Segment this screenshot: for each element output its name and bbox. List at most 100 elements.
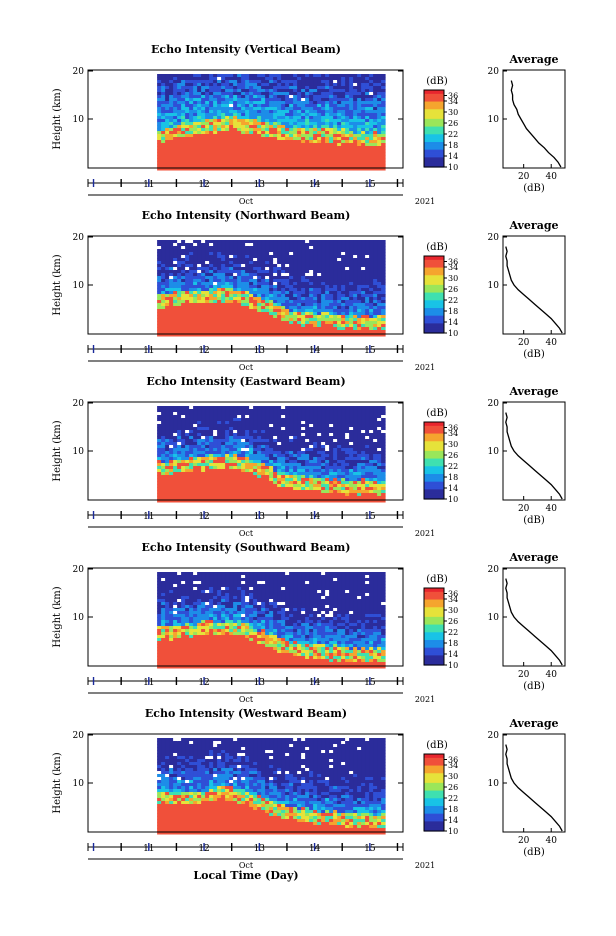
heatmap-cell — [193, 98, 198, 102]
heatmap-cell — [329, 119, 334, 123]
heatmap-cell — [225, 294, 230, 298]
heatmap-cell — [361, 155, 366, 159]
heatmap-cell — [277, 152, 282, 156]
heatmap-cell — [177, 86, 182, 90]
heatmap-cell — [377, 149, 382, 153]
heatmap-cell — [373, 140, 378, 144]
heatmap-cell — [289, 330, 294, 334]
heatmap-cell — [221, 330, 226, 334]
heatmap-cell — [165, 107, 170, 111]
heatmap-cell — [213, 152, 218, 156]
heatmap-cell — [361, 98, 366, 102]
heatmap-cell — [381, 152, 386, 156]
heatmap-cell — [305, 270, 310, 274]
heatmap-cell — [221, 475, 226, 479]
heatmap-cell — [301, 276, 306, 280]
heatmap-cell — [261, 74, 266, 78]
heatmap-cell — [209, 460, 214, 464]
heatmap-cell — [325, 297, 330, 301]
heatmap-cell — [209, 309, 214, 313]
heatmap-cell — [329, 122, 334, 126]
heatmap-cell — [233, 119, 238, 123]
heatmap-cell — [281, 140, 286, 144]
heatmap-cell — [221, 267, 226, 271]
heatmap-cell — [197, 463, 202, 467]
heatmap-cell — [329, 273, 334, 277]
heatmap-cell — [229, 442, 234, 446]
heatmap-cell — [165, 451, 170, 455]
heatmap-cell — [225, 309, 230, 313]
heatmap-cell — [209, 306, 214, 310]
heatmap-cell — [169, 300, 174, 304]
heatmap-cell — [177, 412, 182, 416]
heatmap-cell — [257, 161, 262, 165]
heatmap-cell — [381, 74, 386, 78]
heatmap-cell — [157, 155, 162, 159]
heatmap-cell — [325, 116, 330, 120]
heatmap-cell — [173, 481, 178, 485]
heatmap-cell — [377, 122, 382, 126]
heatmap-cell — [245, 264, 250, 268]
heatmap-cell — [225, 409, 230, 413]
heatmap-cell — [281, 442, 286, 446]
heatmap-cell — [273, 282, 278, 286]
heatmap-cell — [281, 415, 286, 419]
heatmap-cell — [365, 312, 370, 316]
heatmap-cell — [205, 427, 210, 431]
heatmap-cell — [209, 113, 214, 117]
heatmap-cell — [361, 107, 366, 111]
heatmap-cell — [241, 418, 246, 422]
heatmap-cell — [161, 472, 166, 476]
heatmap-cell — [249, 487, 254, 491]
heatmap-cell — [173, 457, 178, 461]
heatmap-cell — [177, 267, 182, 271]
heatmap-cell — [381, 77, 386, 81]
heatmap-cell — [317, 246, 322, 250]
heatmap-cell — [165, 303, 170, 307]
heatmap-cell — [209, 86, 214, 90]
heatmap-cell — [365, 321, 370, 325]
heatmap-cell — [161, 86, 166, 90]
heatmap-cell — [277, 252, 282, 256]
heatmap-cell — [261, 264, 266, 268]
heatmap-cell — [349, 276, 354, 280]
heatmap-cell — [233, 472, 238, 476]
heatmap-cell — [281, 315, 286, 319]
heatmap-cell — [217, 134, 222, 138]
heatmap-cell — [381, 80, 386, 84]
heatmap-cell — [345, 137, 350, 141]
heatmap-cell — [329, 158, 334, 162]
heatmap-cell — [205, 89, 210, 93]
heatmap-cell — [193, 291, 198, 295]
heatmap-cell — [245, 158, 250, 162]
heatmap-cell — [253, 164, 258, 168]
heatmap-cell — [161, 436, 166, 440]
heatmap-cell — [365, 77, 370, 81]
heatmap-cell — [297, 140, 302, 144]
heatmap-cell — [277, 279, 282, 283]
heatmap-cell — [173, 433, 178, 437]
heatmap-cell — [237, 442, 242, 446]
heatmap-cell — [173, 246, 178, 250]
heatmap-cell — [317, 164, 322, 168]
heatmap-cell — [157, 445, 162, 449]
y-tick-label: 10 — [73, 115, 85, 125]
heatmap-cell — [281, 243, 286, 247]
heatmap-cell — [217, 421, 222, 425]
heatmap-cell — [373, 270, 378, 274]
heatmap-cell — [229, 424, 234, 428]
heatmap-cell — [277, 276, 282, 280]
heatmap-cell — [337, 312, 342, 316]
heatmap-cell — [165, 146, 170, 150]
heatmap-cell — [201, 466, 206, 470]
heatmap-cell — [269, 309, 274, 313]
heatmap-cell — [257, 291, 262, 295]
heatmap-cell — [357, 128, 362, 132]
heatmap-cell — [221, 315, 226, 319]
heatmap-cell — [237, 137, 242, 141]
heatmap-cell — [309, 98, 314, 102]
heatmap-cell — [221, 116, 226, 120]
heatmap-cell — [173, 415, 178, 419]
heatmap-cell — [237, 80, 242, 84]
heatmap-cell — [325, 143, 330, 147]
